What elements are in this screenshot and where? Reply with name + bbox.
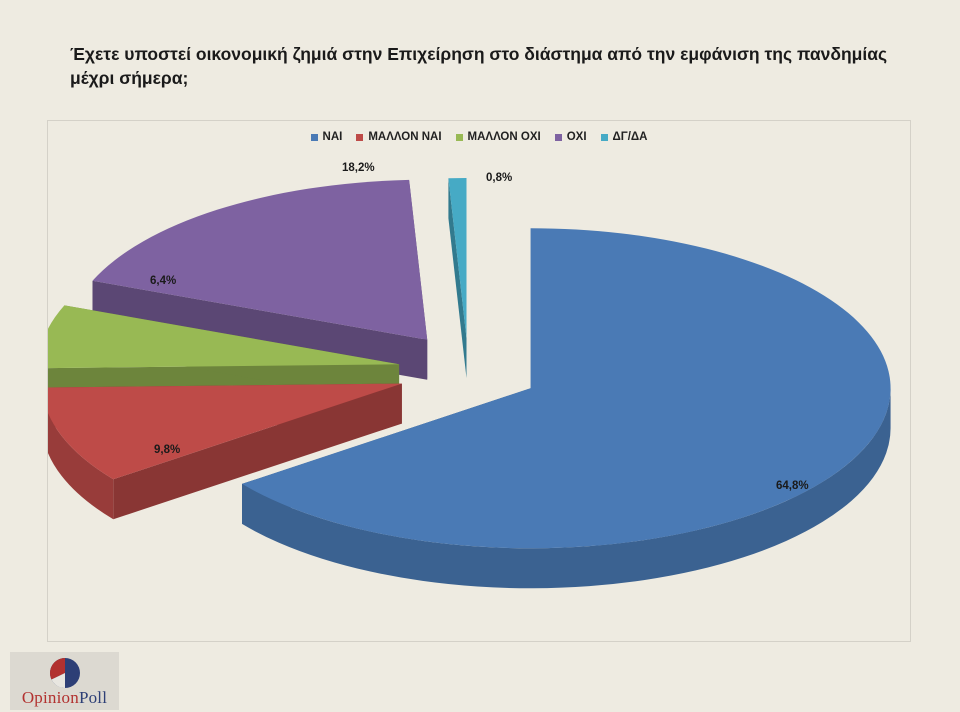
chart-legend: ΝΑΙ ΜΑΛΛΟΝ ΝΑΙ ΜΑΛΛΟΝ ΟΧΙ ΟΧΙ ΔΓ/ΔΑ — [48, 131, 910, 143]
legend-entry: ΝΑΙ — [310, 131, 343, 143]
page-title: Έχετε υποστεί οικονομική ζημιά στην Επιχ… — [70, 44, 888, 88]
pie-chart: 64,8% 9,8% 6,4% 18,2% 0,8% — [48, 162, 891, 589]
legend-entry: ΜΑΛΛΟΝ ΝΑΙ — [356, 131, 442, 143]
legend-label: ΜΑΛΛΟΝ ΝΑΙ — [368, 131, 442, 143]
opinionpoll-logo: OpinionPoll — [10, 652, 119, 710]
slice-rim — [242, 388, 891, 589]
legend-swatch — [455, 133, 463, 141]
logo-mark-icon — [50, 658, 80, 688]
pie-slice-1 — [242, 228, 891, 589]
legend-label: ΟΧΙ — [566, 131, 587, 143]
legend-swatch — [310, 133, 318, 141]
slice-label: 64,8% — [776, 480, 809, 492]
slice-top — [48, 383, 402, 480]
chart-area: ΝΑΙ ΜΑΛΛΟΝ ΝΑΙ ΜΑΛΛΟΝ ΟΧΙ ΟΧΙ ΔΓ/ΔΑ 64,8% 9,8… — [47, 120, 911, 642]
legend-label: ΜΑΛΛΟΝ ΟΧΙ — [467, 131, 541, 143]
slice-label: 0,8% — [486, 172, 512, 184]
pie-slice-2 — [48, 383, 402, 520]
slice-label: 18,2% — [342, 162, 375, 174]
slice-top — [448, 178, 467, 339]
slice-wall — [448, 178, 467, 379]
slice-top — [242, 228, 891, 549]
pie-slice-5 — [448, 178, 467, 379]
slice-label: 6,4% — [150, 275, 176, 287]
slice-top — [92, 179, 428, 340]
legend-label: ΝΑΙ — [322, 131, 343, 143]
slice-rim — [48, 412, 114, 520]
slice-label: 9,8% — [154, 444, 180, 456]
legend-swatch — [600, 133, 608, 141]
slice-top — [48, 305, 400, 369]
legend-entry: ΟΧΙ — [554, 131, 587, 143]
legend-entry: ΜΑΛΛΟΝ ΟΧΙ — [455, 131, 541, 143]
legend-swatch — [554, 133, 562, 141]
legend-entry: ΔΓ/ΔΑ — [600, 131, 648, 143]
legend-label: ΔΓ/ΔΑ — [612, 131, 648, 143]
logo-wordmark: OpinionPoll — [21, 688, 108, 707]
legend-swatch — [356, 133, 364, 141]
